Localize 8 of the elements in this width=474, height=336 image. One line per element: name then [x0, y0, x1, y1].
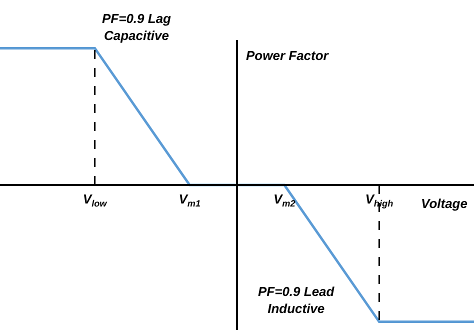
- annotation: PF=0.9 Lead Inductive: [258, 284, 336, 316]
- text: PF=0.9 Lag Capacitive: [102, 11, 172, 43]
- x-tick-label: V$_{low}$: [82, 192, 108, 208]
- x-tick-label: V$_{high}$: [365, 192, 394, 208]
- x-axis-title: Voltage: [421, 196, 468, 211]
- x-tick-label: V$_{m2}$: [273, 192, 296, 208]
- x-tick-label: V$_{m1}$: [178, 192, 201, 208]
- y-axis-title: Power Factor: [246, 48, 330, 63]
